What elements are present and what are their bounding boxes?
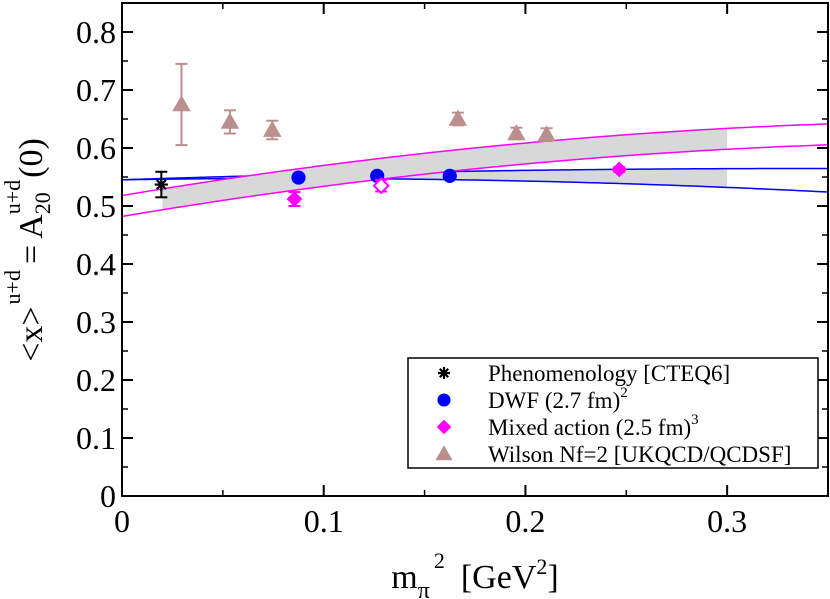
fit-band-shade	[162, 128, 728, 210]
y-tick-label: 0.8	[76, 14, 116, 50]
x-axis-label: mπ2 [GeV2]	[391, 548, 558, 599]
data-point	[263, 120, 282, 137]
y-axis-label: <x>u+d=A20u+d(0)	[0, 138, 55, 362]
series-mixed-action	[286, 161, 628, 207]
y-tick-labels: 0 0.1 0.2 0.3 0.4 0.5 0.6 0.7 0.8	[76, 14, 116, 514]
y-tick-label: 0.1	[76, 420, 116, 456]
legend-label: DWF (2.7 fm)2	[488, 385, 628, 413]
data-point	[537, 125, 556, 142]
series-wilson-nf-2	[172, 62, 556, 147]
x-tick-label: 0.3	[707, 503, 747, 539]
y-tick-label: 0.4	[76, 246, 116, 282]
axis-ticks	[121, 3, 828, 497]
series-phenomenology	[154, 170, 168, 199]
fit-bands	[122, 123, 828, 218]
legend-marker	[437, 366, 451, 380]
data-point	[448, 109, 468, 126]
x-tick-label: 0.1	[304, 503, 344, 539]
fit-band-upper-curve	[122, 167, 828, 181]
data-point	[154, 177, 168, 192]
legend-label: Mixed action (2.5 fm)3	[488, 412, 699, 440]
x-tick-label: 0	[114, 503, 130, 539]
legend: Phenomenology [CTEQ6]DWF (2.7 fm)2Mixed …	[407, 357, 819, 469]
data-point	[291, 170, 306, 185]
legend-marker	[435, 445, 453, 461]
data-point	[286, 191, 303, 207]
data-point	[172, 95, 191, 112]
y-tick-label: 0.6	[76, 130, 116, 166]
data-point	[372, 177, 390, 195]
plot-frame	[121, 2, 829, 497]
data-point	[220, 112, 240, 129]
legend-label: Phenomenology [CTEQ6]	[488, 361, 730, 386]
legend-label: Wilson Nf=2 [UKQCD/QCDSF]	[488, 442, 791, 467]
legend-marker	[437, 393, 451, 407]
y-tick-label: 0.3	[76, 304, 116, 340]
x-tick-labels: 0 0.1 0.2 0.3	[114, 503, 747, 539]
fit-band-lower-curve	[122, 144, 828, 218]
data-series	[154, 62, 628, 207]
x-tick-label: 0.2	[505, 503, 545, 539]
fit-band-upper-curve	[122, 123, 828, 197]
y-tick-label: 0.2	[76, 362, 116, 398]
data-point	[611, 161, 628, 178]
data-point	[507, 124, 526, 141]
y-tick-label: 0.7	[76, 72, 116, 108]
data-point	[442, 168, 457, 183]
y-tick-label: 0	[100, 478, 116, 514]
legend-box	[407, 357, 819, 469]
y-tick-label: 0.5	[76, 188, 116, 224]
legend-marker	[436, 419, 452, 435]
